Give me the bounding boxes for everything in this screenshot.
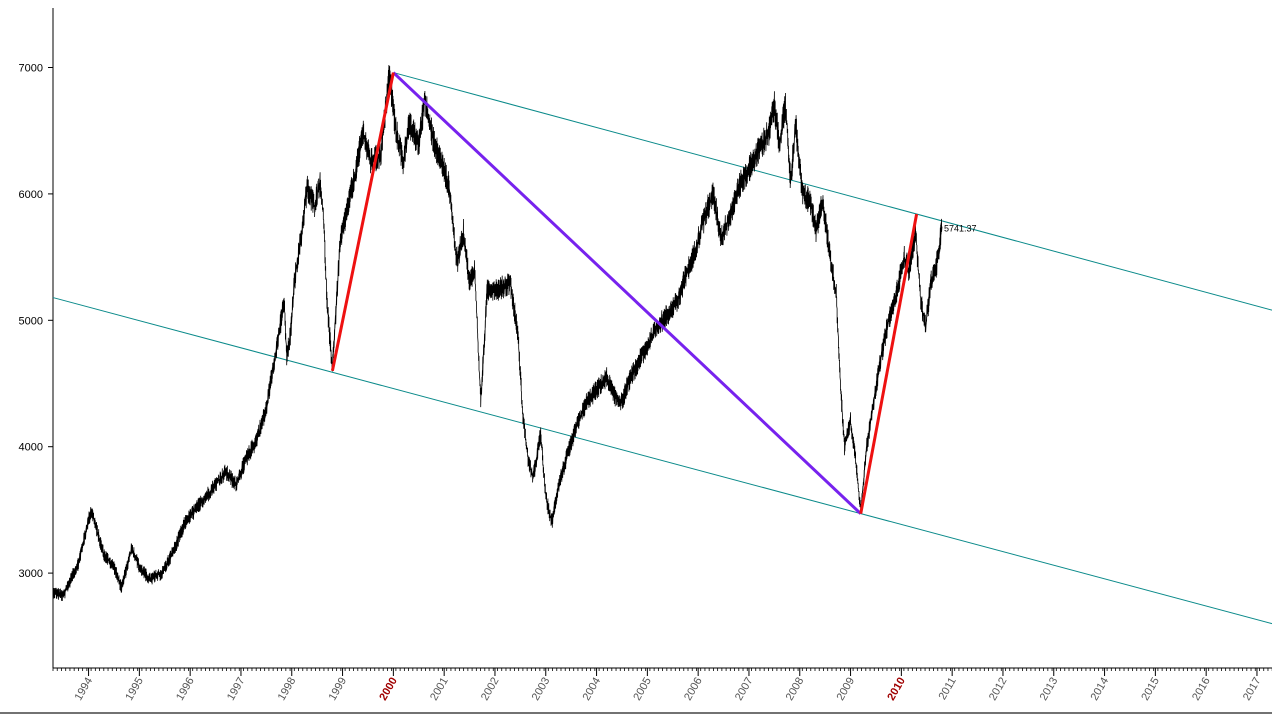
rally-line-1 (330, 72, 395, 372)
x-tick-label: 2017 (1241, 676, 1264, 703)
x-tick-label: 2001 (428, 676, 451, 703)
price-line (52, 64, 943, 602)
x-tick-label: 1994 (73, 676, 96, 703)
trend-lines (330, 71, 919, 515)
x-tick-label: 2007 (733, 676, 756, 703)
value-labels: 5741.37 (944, 224, 977, 234)
y-tick-label: 6000 (19, 189, 43, 201)
x-ticks: 1994 1995 1996 1997 1998 1999 2000 2001 2002 2003… (73, 668, 1264, 703)
y-tick-label: 7000 (19, 63, 43, 75)
minor-x-ticks (52, 668, 1272, 671)
x-tick-label: 1997 (225, 676, 248, 703)
x-tick-label: 2005 (631, 676, 654, 703)
x-tick-label: 2011 (937, 676, 959, 702)
x-tick-label: 2015 (1139, 676, 1162, 703)
lower-channel-line (52, 297, 1272, 625)
x-tick-label: 2004 (581, 676, 604, 703)
x-tick-label: 2006 (682, 676, 705, 703)
x-tick-label: 2013 (1038, 676, 1061, 703)
x-tick-label: 2014 (1089, 676, 1112, 703)
x-tick-label: 2000 (377, 676, 400, 703)
x-tick-label: 2012 (987, 676, 1010, 703)
x-tick-label: 2016 (1190, 676, 1213, 703)
y-tick-label: 3000 (19, 568, 43, 580)
rally-line-2 (859, 213, 919, 514)
x-tick-label: 2009 (835, 676, 858, 703)
y-tick-label: 4000 (19, 442, 43, 454)
x-tick-label: 2002 (479, 676, 502, 703)
x-tick-label: 2008 (784, 676, 807, 703)
x-tick-label: 2010 (885, 676, 908, 703)
channel-lines (52, 72, 1272, 625)
decline-line (392, 71, 862, 515)
x-tick-label: 1998 (276, 676, 299, 703)
y-ticks: 3000 4000 5000 6000 7000 (19, 63, 53, 580)
upper-channel-line (393, 72, 1272, 311)
x-tick-label: 1996 (174, 676, 197, 703)
x-tick-label: 1995 (123, 676, 146, 703)
y-tick-label: 5000 (19, 315, 43, 327)
price-series (52, 64, 943, 602)
last-value-label: 5741.37 (944, 224, 977, 234)
x-tick-label: 1999 (327, 676, 350, 703)
x-tick-label: 2003 (530, 676, 553, 703)
